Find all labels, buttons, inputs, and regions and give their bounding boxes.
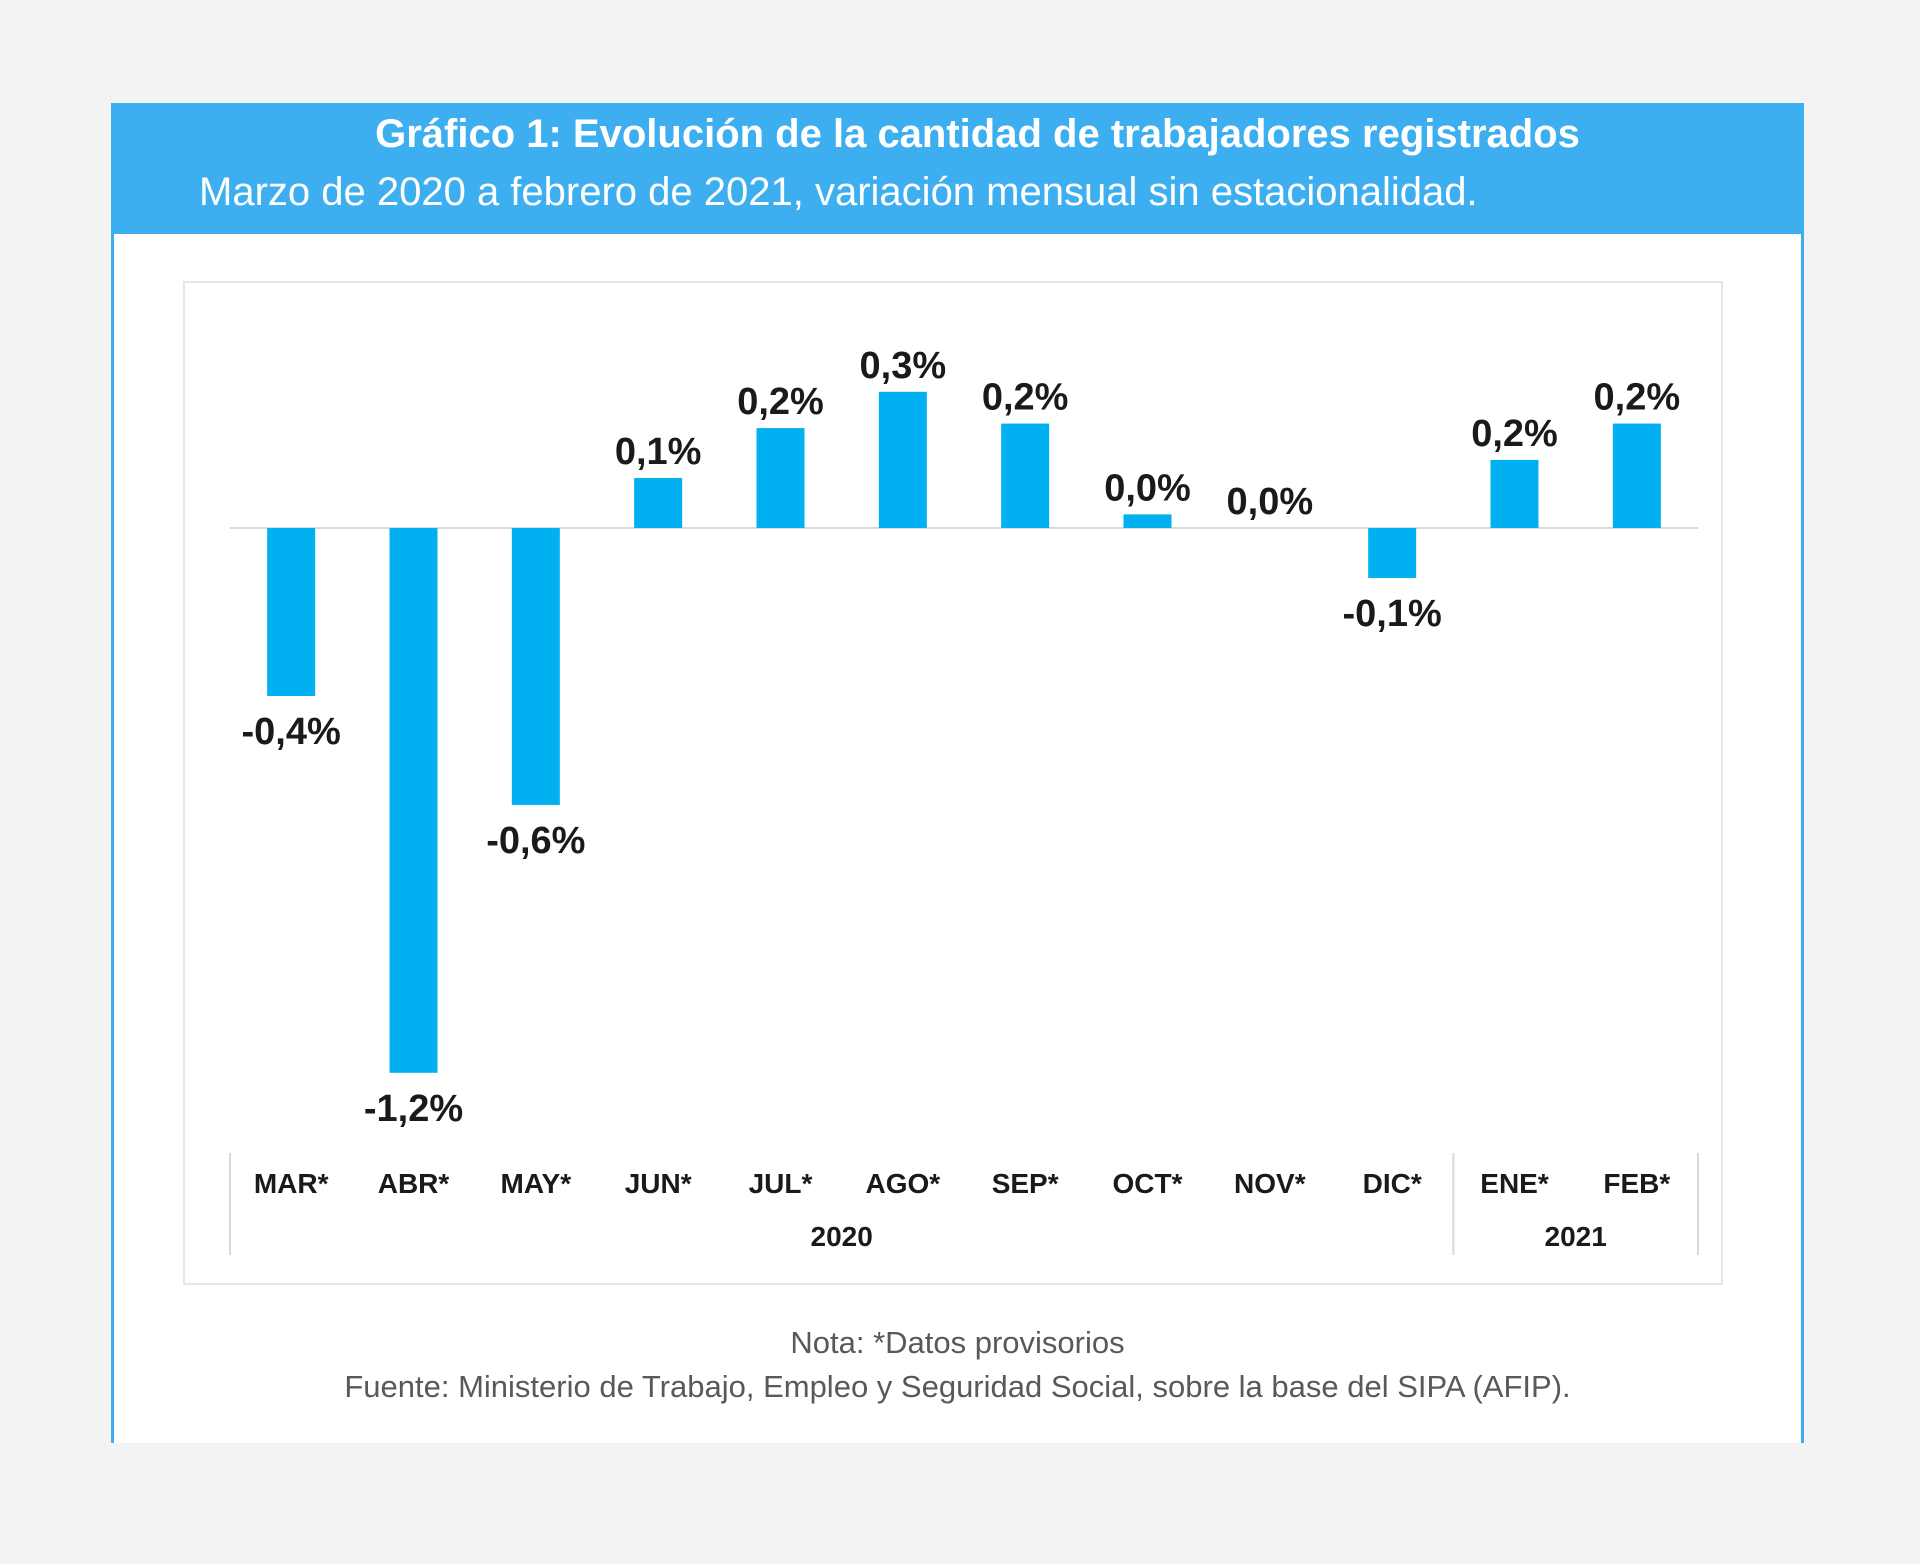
chart-title: Gráfico 1: Evolución de la cantidad de t… (375, 112, 1580, 156)
bar-mar (267, 528, 316, 696)
x-tick-label: MAR* (254, 1168, 329, 1199)
bar-abr (389, 528, 438, 1073)
x-tick-label: JUL* (749, 1168, 813, 1199)
chart-card: Gráfico 1: Evolución de la cantidad de t… (111, 103, 1804, 1443)
bar-dic (1368, 528, 1417, 578)
bar-feb (1612, 423, 1661, 528)
plot-area: -0,4% MAR* -1,2% ABR* -0,6% MAY* 0,1% JUN* 0,2% J… (183, 281, 1723, 1285)
bar-ago (878, 391, 927, 528)
x-tick-label: ABR* (378, 1168, 450, 1199)
data-label: -0,6% (486, 820, 585, 862)
chart-source: Fuente: Ministerio de Trabajo, Empleo y … (344, 1369, 1571, 1404)
bar-sep (1001, 423, 1050, 528)
x-tick-label: FEB* (1603, 1168, 1670, 1199)
data-label: 0,0% (1227, 481, 1314, 523)
x-tick-label: MAY* (501, 1168, 572, 1199)
bar-may (511, 528, 560, 805)
x-tick-label: AGO* (865, 1168, 940, 1199)
data-label: -0,1% (1343, 593, 1442, 635)
data-label: 0,1% (615, 431, 702, 473)
chart-subtitle: Marzo de 2020 a febrero de 2021, variaci… (199, 170, 1478, 214)
data-label: 0,3% (860, 345, 947, 387)
bar-chart: -0,4% MAR* -1,2% ABR* -0,6% MAY* 0,1% JUN* 0,2% J… (229, 345, 1699, 1255)
bar-ene (1490, 459, 1539, 528)
x-tick-label: OCT* (1113, 1168, 1183, 1199)
x-tick-label: SEP* (992, 1168, 1059, 1199)
data-label: 0,0% (1104, 467, 1191, 509)
data-label: 0,2% (1594, 377, 1681, 419)
x-tick-label: DIC* (1363, 1168, 1422, 1199)
bar-jul (756, 428, 805, 528)
x-tick-label: JUN* (625, 1168, 692, 1199)
data-label: 0,2% (982, 377, 1069, 419)
x-tick-label: ENE* (1480, 1168, 1549, 1199)
data-label: 0,2% (1471, 413, 1558, 455)
chart-header: Gráfico 1: Evolución de la cantidad de t… (114, 103, 1801, 234)
data-label: 0,2% (737, 381, 824, 423)
chart-footnote: Nota: *Datos provisorios (790, 1325, 1125, 1360)
data-label: -0,4% (242, 711, 341, 753)
year-group-label: 2020 (811, 1221, 873, 1252)
year-group-label: 2021 (1545, 1221, 1607, 1252)
bar-oct (1123, 514, 1172, 528)
data-label: -1,2% (364, 1088, 463, 1130)
bar-jun (634, 478, 683, 528)
x-tick-label: NOV* (1234, 1168, 1306, 1199)
